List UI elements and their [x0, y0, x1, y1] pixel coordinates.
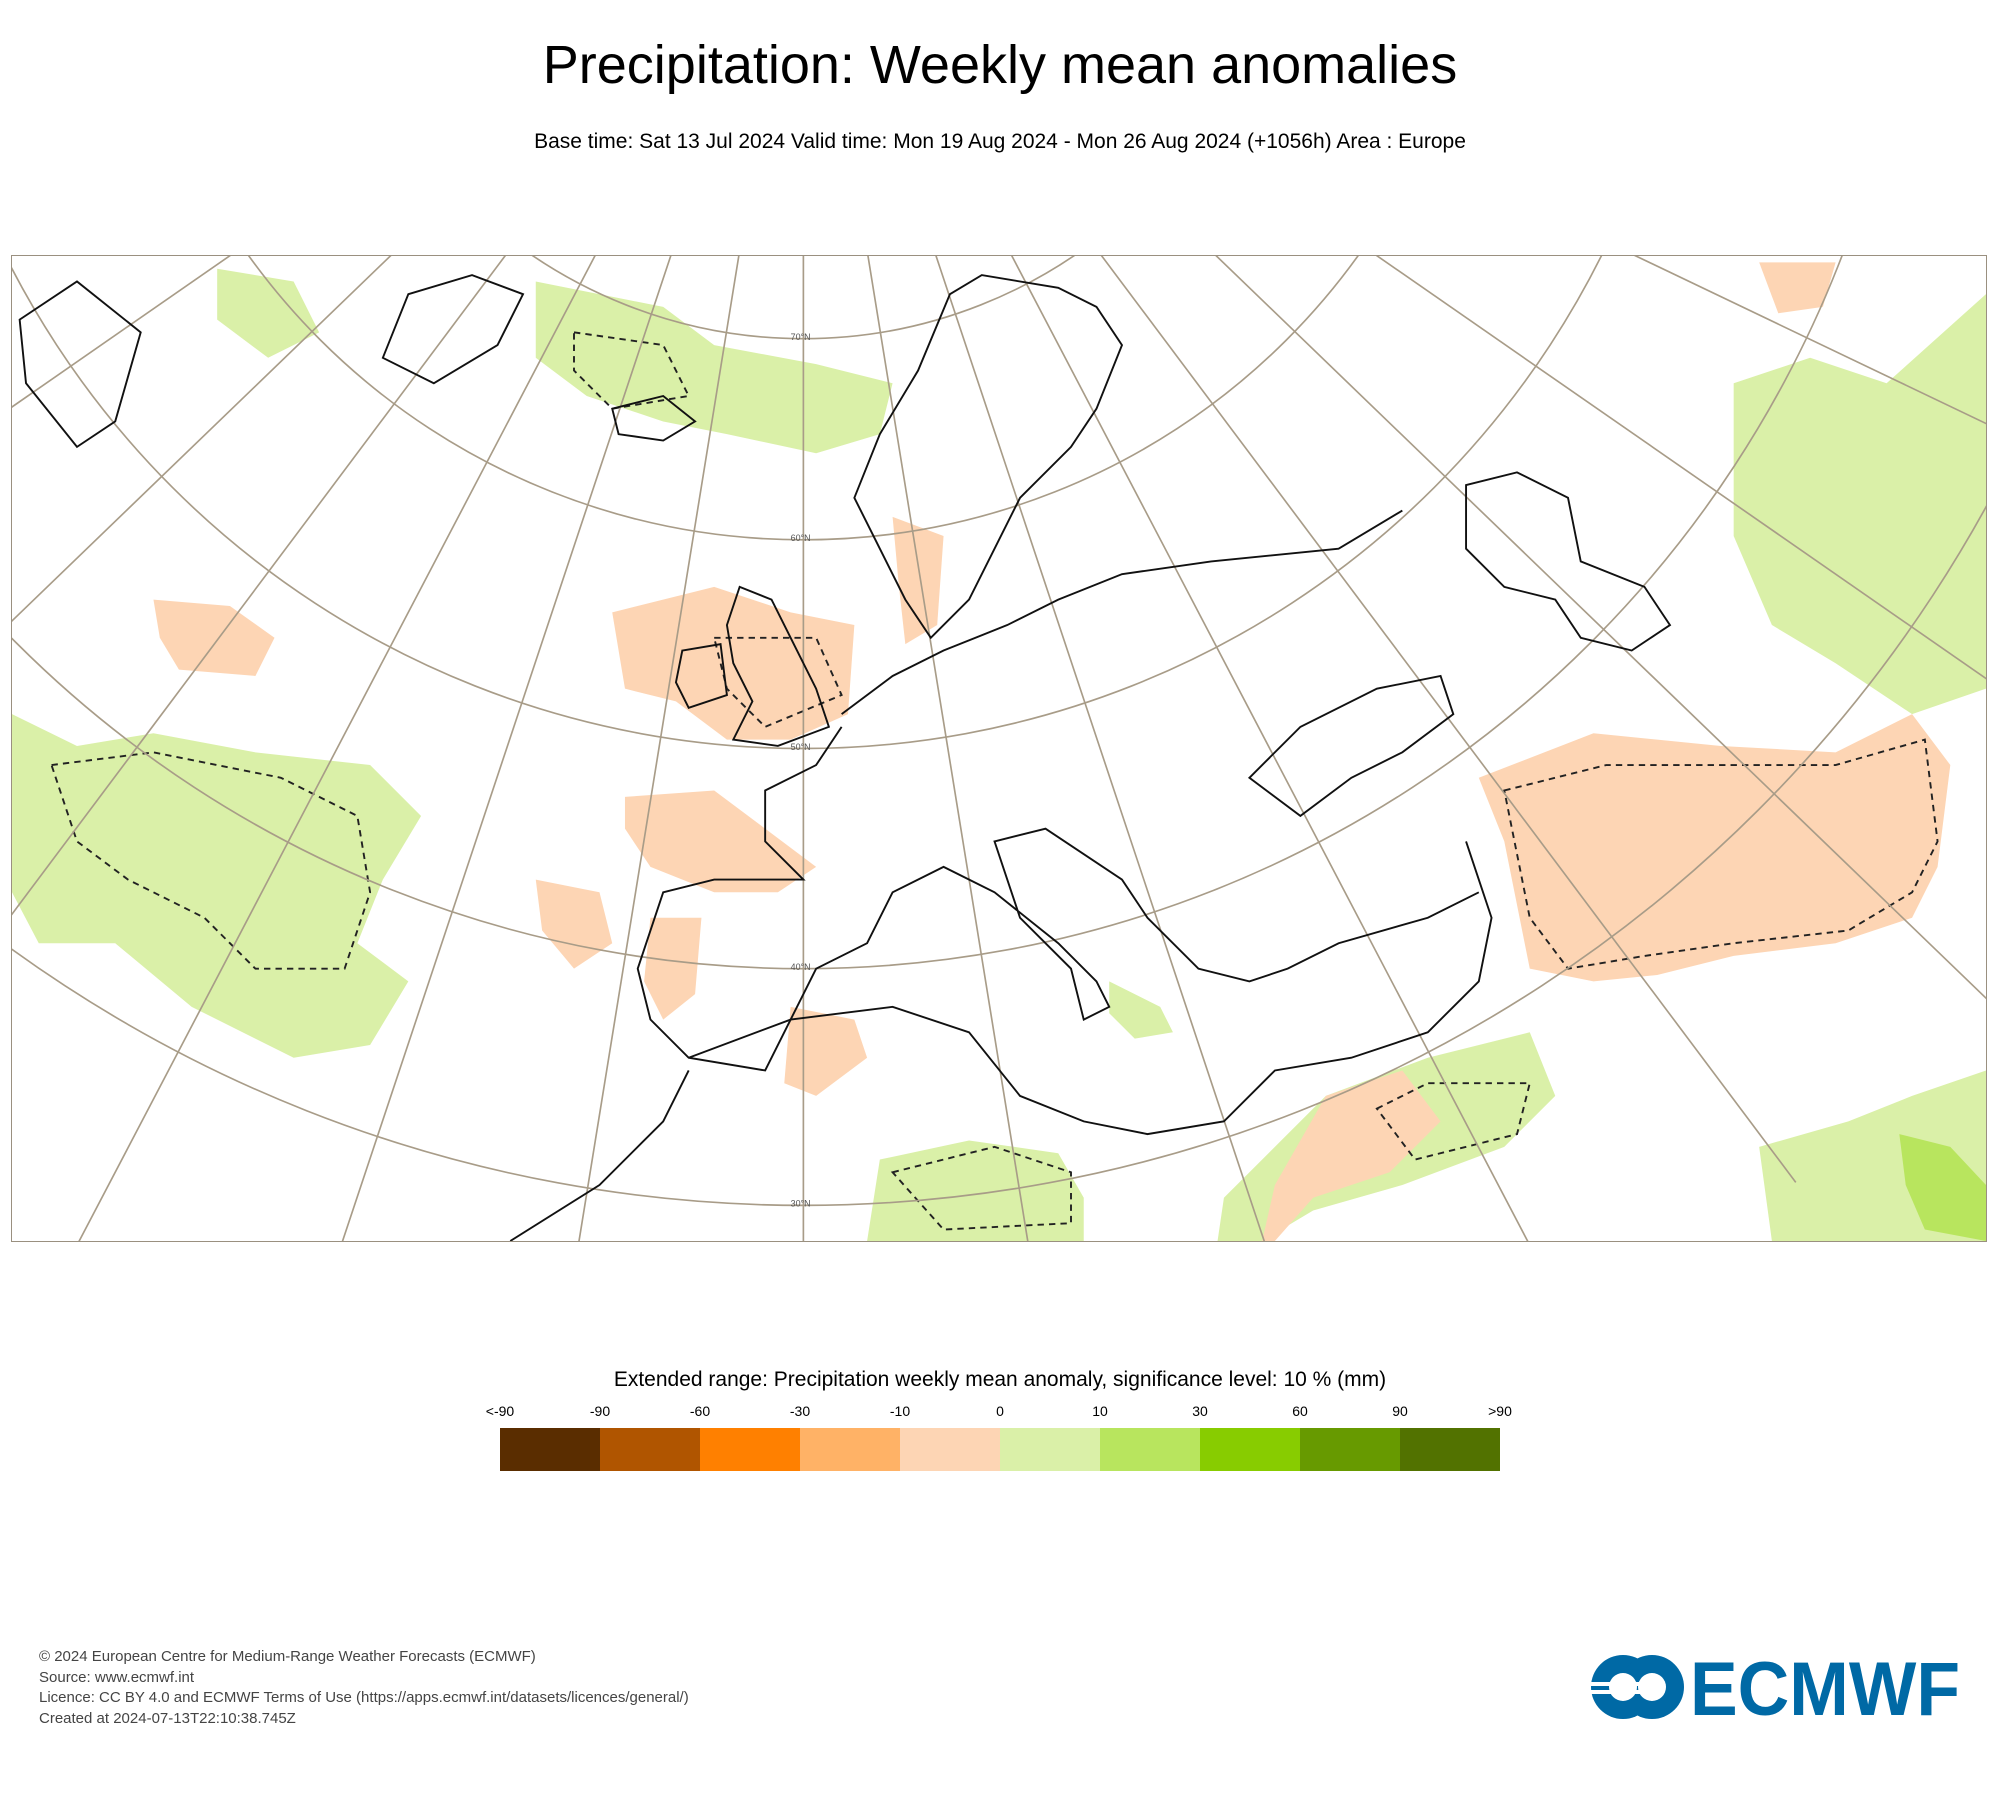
meridian-line	[341, 256, 672, 1241]
coastline-europe-main	[636, 509, 1480, 1072]
colorbar-swatch	[600, 1428, 700, 1471]
meridian-line	[935, 256, 1266, 1241]
meridian-line	[1633, 256, 1986, 425]
graticule	[12, 255, 1987, 1241]
footer-source: Source: www.ecmwf.int	[39, 1668, 195, 1686]
colorbar-swatch	[700, 1428, 800, 1471]
footer-created: Created at 2024-07-13T22:10:38.745Z	[39, 1709, 296, 1727]
chart-title: Precipitation: Weekly mean anomalies	[542, 35, 1458, 95]
colorbar-tick-label: -30	[789, 1403, 811, 1419]
colorbar-tick-label: -60	[689, 1403, 711, 1419]
dry-anomaly-atlantic	[153, 599, 275, 676]
footer-licence: Licence: CC BY 4.0 and ECMWF Terms of Us…	[39, 1689, 689, 1706]
lat-label-50: 50°N	[791, 742, 811, 752]
colorbar-swatch	[900, 1428, 1000, 1471]
colorbar-tick-label: 30	[1192, 1403, 1208, 1419]
dry-anomaly-levant	[1262, 1070, 1441, 1241]
wet-anomaly-greenland	[217, 268, 320, 358]
meridian-line	[867, 256, 1029, 1241]
colorbar-tick-label: 60	[1292, 1403, 1308, 1419]
lat-label-40: 40°N	[791, 962, 811, 972]
dry-anomaly-iberia-west	[624, 790, 817, 893]
anomaly-fields	[12, 262, 1986, 1241]
meridian-line	[1215, 256, 1986, 1000]
colorbar-tick-label: >90	[1488, 1403, 1512, 1419]
logo-text: ECMWF	[1690, 1652, 1960, 1722]
coastline-black-sea	[1247, 674, 1455, 818]
colorbar-ticks: <-90 -90 -60 -30 -10 0 10 30 60 90 >90	[486, 1403, 1512, 1423]
coastline-africa	[509, 841, 1493, 1241]
lat-label-60: 60°N	[791, 533, 811, 543]
anomaly-map: 70°N 60°N 50°N 40°N 30°N	[11, 255, 1987, 1242]
lat-label-30: 30°N	[791, 1199, 811, 1209]
dry-anomaly-scandinavia	[892, 516, 944, 645]
wet-anomaly-southeast-strong	[1899, 1134, 1986, 1241]
colorbar-tick-label: 0	[996, 1403, 1004, 1419]
meridian-line	[1010, 256, 1529, 1241]
dry-anomaly-iberia	[644, 917, 702, 1020]
coastline-ireland	[674, 643, 728, 709]
meridian-line	[78, 256, 596, 1241]
meridian-line	[1170, 255, 1987, 325]
dry-anomaly-azores	[535, 879, 613, 969]
meridian-line	[12, 256, 507, 916]
meridian-line	[1100, 256, 1797, 1183]
coastline-greenland-iceland	[18, 274, 697, 449]
colorbar-swatch	[1300, 1428, 1400, 1471]
colorbar-tick-label: -90	[589, 1403, 611, 1419]
meridian-line	[12, 256, 392, 622]
colorbar-tick-label: 90	[1392, 1403, 1408, 1419]
wet-anomaly-north-atlantic	[535, 281, 893, 454]
coastline-scandinavia	[853, 274, 1124, 640]
lat-label-70: 70°N	[791, 332, 811, 342]
dry-anomaly-north-africa	[784, 1006, 868, 1096]
colorbar-swatch	[1200, 1428, 1300, 1471]
colorbar-tick-label: <-90	[485, 1403, 515, 1419]
coastline-uk	[725, 585, 831, 747]
wet-anomaly-atlantic	[12, 714, 422, 1058]
ecmwf-logo: ECMWF	[1590, 1652, 1960, 1722]
colorbar-swatch	[1000, 1428, 1100, 1471]
latitude-labels: 70°N 60°N 50°N 40°N 30°N	[791, 332, 811, 1209]
colorbar-swatch	[1400, 1428, 1500, 1471]
colorbar-tick-label: -10	[889, 1403, 911, 1419]
colorbar-swatch	[1100, 1428, 1200, 1471]
colorbar	[500, 1428, 1500, 1471]
wet-anomaly-north-africa	[867, 1140, 1084, 1241]
footer-copyright: © 2024 European Centre for Medium-Range …	[39, 1648, 536, 1665]
footer: © 2024 European Centre for Medium-Range …	[39, 1647, 689, 1729]
wet-anomaly-balkans	[1109, 981, 1173, 1039]
coastline-caspian	[1465, 471, 1672, 652]
colorbar-swatch	[800, 1428, 900, 1471]
coastlines	[18, 274, 1672, 1241]
dry-anomaly-caspian-turkey	[1478, 714, 1951, 982]
colorbar-title: Extended range: Precipitation weekly mea…	[613, 1368, 1387, 1391]
colorbar-swatch	[500, 1428, 600, 1471]
chart-subtitle: Base time: Sat 13 Jul 2024 Valid time: M…	[534, 130, 1466, 153]
meridian-line	[1375, 256, 1986, 680]
meridian-line	[578, 256, 740, 1241]
dry-anomaly-russia-north	[1759, 262, 1836, 314]
wet-anomaly-east	[1733, 294, 1986, 715]
colorbar-tick-label: 10	[1092, 1403, 1108, 1419]
